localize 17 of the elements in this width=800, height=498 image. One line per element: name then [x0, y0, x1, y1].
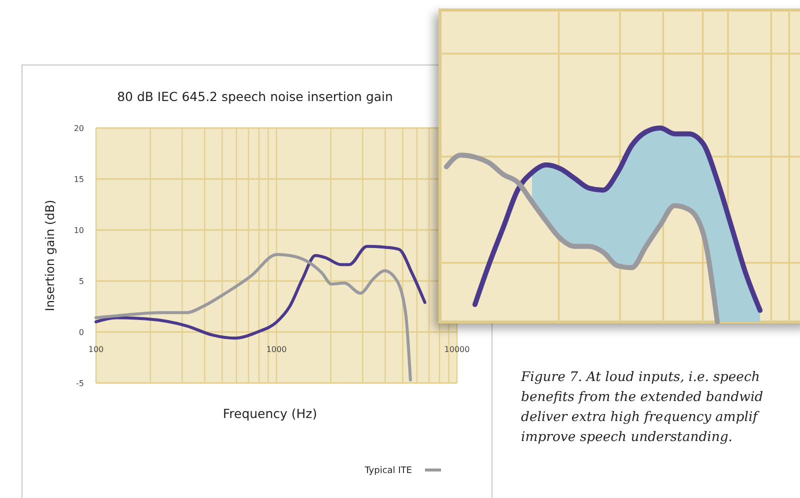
y-axis-title: Insertion gain (dB) — [43, 200, 57, 312]
y-tick-label: 0 — [78, 328, 84, 337]
y-tick-label: 15 — [74, 175, 84, 184]
text: benefits from the extended bandwid — [521, 390, 764, 405]
legend-label: Typical ITE — [364, 466, 412, 476]
y-tick-label: 20 — [74, 124, 84, 133]
text: deliver extra high frequency amplif — [521, 410, 760, 425]
text: improve speech understanding. — [521, 430, 732, 445]
caption: Figure 7. At loud inputs, i.e. speech — [520, 370, 760, 385]
y-tick-label: 10 — [74, 226, 84, 235]
x-tick-label: 1000 — [266, 345, 287, 354]
y-tick-label: 5 — [78, 277, 84, 286]
chart-title: 80 dB IEC 645.2 speech noise insertion gain — [117, 89, 393, 104]
y-tick-label: -5 — [76, 379, 84, 388]
x-axis-title: Frequency (Hz) — [222, 406, 318, 421]
x-tick-label: 10000 — [444, 345, 470, 354]
x-tick-label: 100 — [88, 345, 104, 354]
